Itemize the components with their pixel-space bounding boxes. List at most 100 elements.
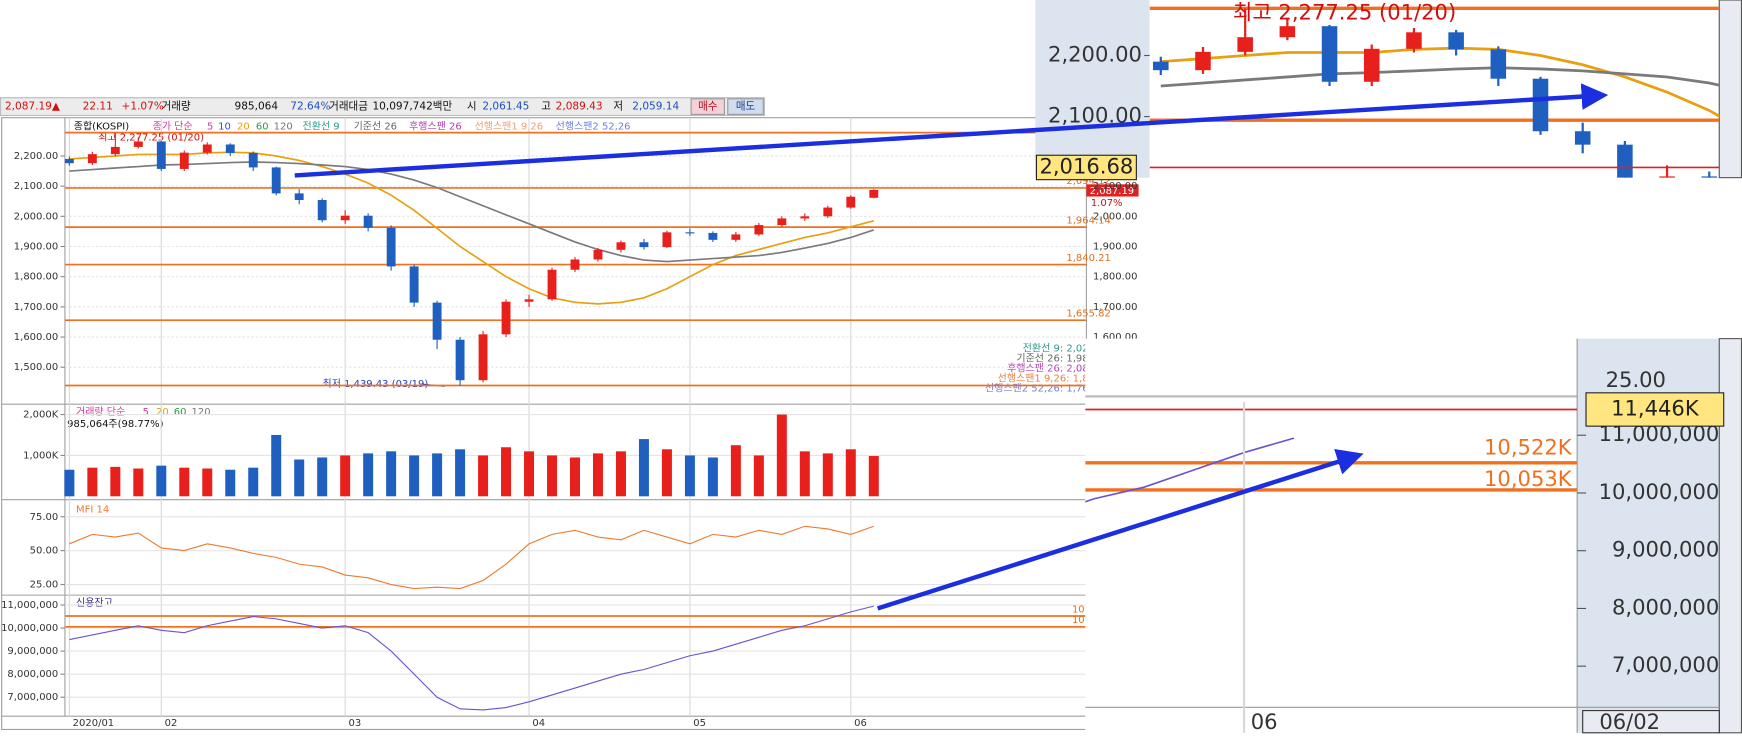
toolbar-low: 2,059.14 (632, 101, 679, 113)
sell-button[interactable] (727, 98, 764, 115)
toolbar-label: 거래량 (162, 101, 191, 113)
y-tick-label: 50.00 (30, 546, 59, 557)
legend-text: 120 (191, 407, 210, 418)
volume-bar (868, 456, 879, 497)
candle-body (455, 339, 465, 381)
level-label: 1,840.21 (1066, 253, 1110, 264)
volume-bar (110, 466, 121, 497)
candle-body (869, 190, 879, 198)
buy-label[interactable]: 매수 (698, 101, 718, 113)
candle-body (685, 232, 695, 234)
legend-entry: 60 (256, 122, 269, 133)
legend-entry: 20 (237, 122, 250, 133)
candle-body (248, 152, 258, 168)
ma-line (1160, 66, 1720, 88)
candle-body (1490, 49, 1507, 79)
indicator-value: 선행스팬2 52,26: 1,76 (985, 383, 1089, 395)
volume-bar (455, 449, 466, 497)
x-tick-label: 2020/01 (73, 718, 114, 729)
y-tick-label: 25.00 (30, 580, 59, 591)
panel-title: 신용잔고 (76, 597, 113, 609)
y-tick-label: 7,000,000 (7, 692, 58, 703)
y-tick-label: 2,100.00 (14, 181, 58, 192)
y-tick-label: 1,900.00 (14, 241, 58, 252)
candle-body (1237, 37, 1253, 52)
candle-body (823, 207, 833, 217)
volume-bar (547, 455, 558, 497)
indicator-value: 선행스팬1 9,26: 1,8 (998, 373, 1089, 385)
toolbar-amount: 10,097,742백만 (372, 101, 452, 113)
legend-text: 종가 단순 (153, 121, 193, 133)
y-tick-label: 25.00 (1606, 367, 1666, 392)
candle-body (754, 225, 764, 235)
candle-body (1701, 176, 1718, 178)
date-label: 06/02 (1599, 709, 1660, 734)
buy-button[interactable] (690, 98, 725, 115)
inset-plot (1149, 6, 1720, 178)
change-rate: 1.07% (1091, 198, 1123, 209)
ma-line (1160, 46, 1720, 118)
volume-bar (386, 451, 397, 497)
candle-body (846, 196, 856, 208)
inset-axis-bg (1035, 0, 1150, 178)
candle-body (1659, 176, 1675, 178)
candle-body (639, 242, 649, 248)
level-label: 1,655.82 (1066, 309, 1110, 320)
toolbar-change: 22.11 (83, 101, 113, 113)
panel-title: 거래량 단순 (76, 406, 125, 418)
last-price-box (1086, 184, 1139, 197)
candle-body (1574, 131, 1591, 145)
volume-bar (799, 451, 810, 497)
toolbar-price: 2,087.19▲ (5, 101, 61, 113)
last-price: 2,087.19 (1090, 186, 1134, 197)
volume-bar (87, 467, 98, 497)
volume-bar (730, 445, 741, 497)
candle-body (708, 232, 718, 240)
arrows (294, 83, 1609, 611)
candle-body (478, 334, 488, 381)
y-tick-label: 11,000,000 (1, 600, 58, 611)
toolbar-volume: 985,064 (235, 101, 279, 113)
sell-label[interactable]: 매도 (736, 101, 756, 113)
candle-body (593, 249, 603, 260)
candle-body (800, 216, 810, 219)
candle-body (1406, 32, 1422, 49)
x-tick-label: 06 (1251, 709, 1278, 734)
y-tick-label: 1,500.00 (14, 362, 58, 373)
candle-body (731, 234, 741, 240)
volume-bar (845, 449, 856, 497)
candle-body (1363, 48, 1380, 82)
y-tick-label: 1,700.00 (14, 302, 58, 313)
y-tick-label: 1,600.00 (14, 332, 58, 343)
cursor-label: 2,016.68 (1039, 153, 1133, 178)
y-tick-label: 10,000,000 (1599, 479, 1720, 504)
inset-plot-bg (1085, 338, 1578, 733)
candle-body (409, 266, 419, 303)
y-tick-label: 7,000,000 (1612, 652, 1719, 677)
volume-bar (340, 455, 351, 497)
candle-body (570, 259, 580, 270)
y-tick-label: 75.00 (30, 512, 59, 523)
volume-bar (569, 457, 580, 497)
candle-body (156, 141, 166, 169)
date-box (1582, 710, 1720, 734)
volume-bar (661, 449, 672, 497)
volume-bar (592, 453, 603, 497)
candle-body (501, 301, 511, 335)
level-label: 10,522K (1484, 434, 1573, 459)
toolbar-open: 2,061.45 (482, 101, 529, 113)
volume-bar (156, 465, 167, 497)
callout-arrow (294, 83, 1609, 178)
legend-text: 후행스팬 26 (409, 121, 462, 133)
y-tick-label-right: 1,600.00 (1093, 332, 1137, 343)
level-label: 2,094.12 (1066, 176, 1110, 187)
candle-body (1448, 32, 1464, 50)
candle-body (1195, 51, 1211, 71)
y-tick-label: 2,000K (23, 410, 59, 421)
x-tick-label: 05 (693, 718, 706, 729)
panel-title: 종합(KOSPI) (74, 121, 129, 133)
volume-bar (753, 455, 764, 497)
